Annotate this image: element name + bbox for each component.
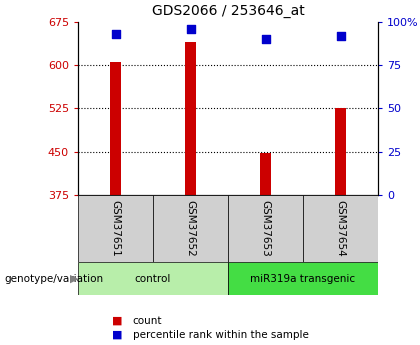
Text: GSM37652: GSM37652 bbox=[186, 200, 195, 257]
Bar bbox=[185, 42, 196, 195]
Point bbox=[337, 33, 344, 39]
Bar bbox=[78, 262, 228, 295]
Bar bbox=[228, 195, 303, 262]
Bar bbox=[335, 108, 346, 195]
Text: percentile rank within the sample: percentile rank within the sample bbox=[133, 330, 308, 340]
Text: ■: ■ bbox=[112, 316, 122, 326]
Text: ■: ■ bbox=[112, 330, 122, 340]
Text: ▶: ▶ bbox=[70, 274, 78, 284]
Point bbox=[262, 37, 269, 42]
Text: count: count bbox=[133, 316, 162, 326]
Text: control: control bbox=[135, 274, 171, 284]
Title: GDS2066 / 253646_at: GDS2066 / 253646_at bbox=[152, 4, 304, 18]
Bar bbox=[110, 62, 121, 195]
Text: genotype/variation: genotype/variation bbox=[4, 274, 103, 284]
Text: GSM37654: GSM37654 bbox=[336, 200, 346, 257]
Bar bbox=[303, 195, 378, 262]
Bar bbox=[260, 154, 271, 195]
Text: miR319a transgenic: miR319a transgenic bbox=[250, 274, 356, 284]
Point bbox=[187, 26, 194, 32]
Text: GSM37653: GSM37653 bbox=[260, 200, 270, 257]
Bar bbox=[228, 262, 378, 295]
Bar bbox=[78, 195, 153, 262]
Bar bbox=[153, 195, 228, 262]
Text: GSM37651: GSM37651 bbox=[110, 200, 121, 257]
Point bbox=[112, 31, 119, 37]
